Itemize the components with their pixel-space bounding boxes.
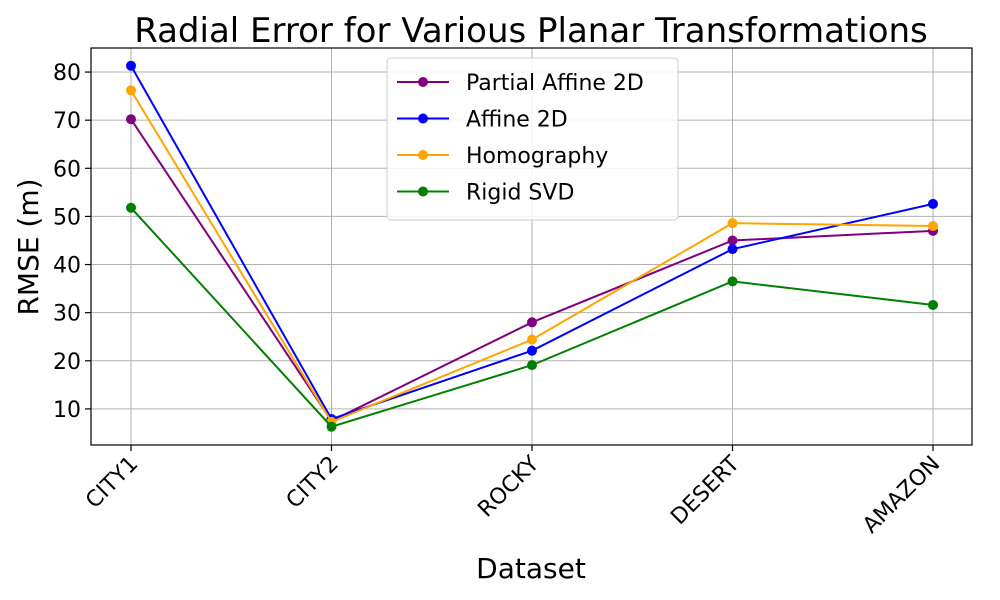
data-point-affine-2d: [928, 198, 938, 209]
legend-label-homography: Homography: [466, 144, 608, 169]
x-tick-label: AMAZON: [858, 452, 945, 539]
y-tick-label: 20: [53, 350, 81, 375]
x-tick-label: DESERT: [666, 451, 745, 530]
legend-label-affine-2d: Affine 2D: [466, 108, 568, 133]
data-point-rigid-svd: [727, 276, 738, 287]
data-point-rigid-svd: [326, 421, 337, 432]
legend-marker-affine-2d: [418, 113, 428, 124]
y-tick-label: 50: [53, 205, 81, 230]
x-tick-label: CITY1: [81, 452, 143, 514]
data-point-homography: [928, 221, 938, 232]
data-point-rigid-svd: [527, 360, 537, 371]
x-tick-label: CITY2: [282, 452, 344, 514]
legend: Partial Affine 2D Affine 2D Homography Rigi…: [386, 57, 679, 221]
series-homography: [126, 85, 938, 427]
data-point-affine-2d: [126, 60, 136, 71]
data-point-affine-2d: [727, 244, 738, 255]
legend-label-rigid-svd: Rigid SVD: [466, 181, 574, 206]
data-point-rigid-svd: [126, 202, 136, 213]
legend-marker-homography: [418, 150, 428, 160]
data-point-partial-affine-2d: [527, 317, 537, 328]
y-tick-label: 30: [53, 302, 81, 327]
x-axis-label: Dataset: [476, 552, 586, 585]
data-point-partial-affine-2d: [126, 114, 136, 125]
series-layer: [126, 60, 938, 432]
chart-title: Radial Error for Various Planar Transfor…: [134, 11, 928, 51]
data-point-partial-affine-2d: [727, 235, 738, 246]
data-point-homography: [727, 218, 738, 229]
y-tick-label: 70: [53, 109, 81, 134]
y-tick-label: 60: [53, 157, 81, 182]
legend-marker-rigid-svd: [418, 186, 428, 197]
y-axis-label: RMSE (m): [12, 178, 45, 315]
series-rigid-svd: [126, 202, 938, 432]
legend-box: [386, 57, 679, 221]
data-point-rigid-svd: [928, 299, 938, 310]
data-point-affine-2d: [527, 345, 537, 356]
y-tick-label: 40: [53, 254, 81, 279]
x-tick-label: ROCKY: [473, 451, 544, 522]
legend-label-partial-affine-2d: Partial Affine 2D: [466, 71, 644, 96]
data-point-homography: [527, 334, 537, 345]
y-tick-label: 10: [53, 398, 81, 423]
data-point-homography: [126, 85, 136, 96]
legend-marker-partial-affine-2d: [418, 77, 428, 87]
y-tick-label: 80: [53, 61, 81, 86]
